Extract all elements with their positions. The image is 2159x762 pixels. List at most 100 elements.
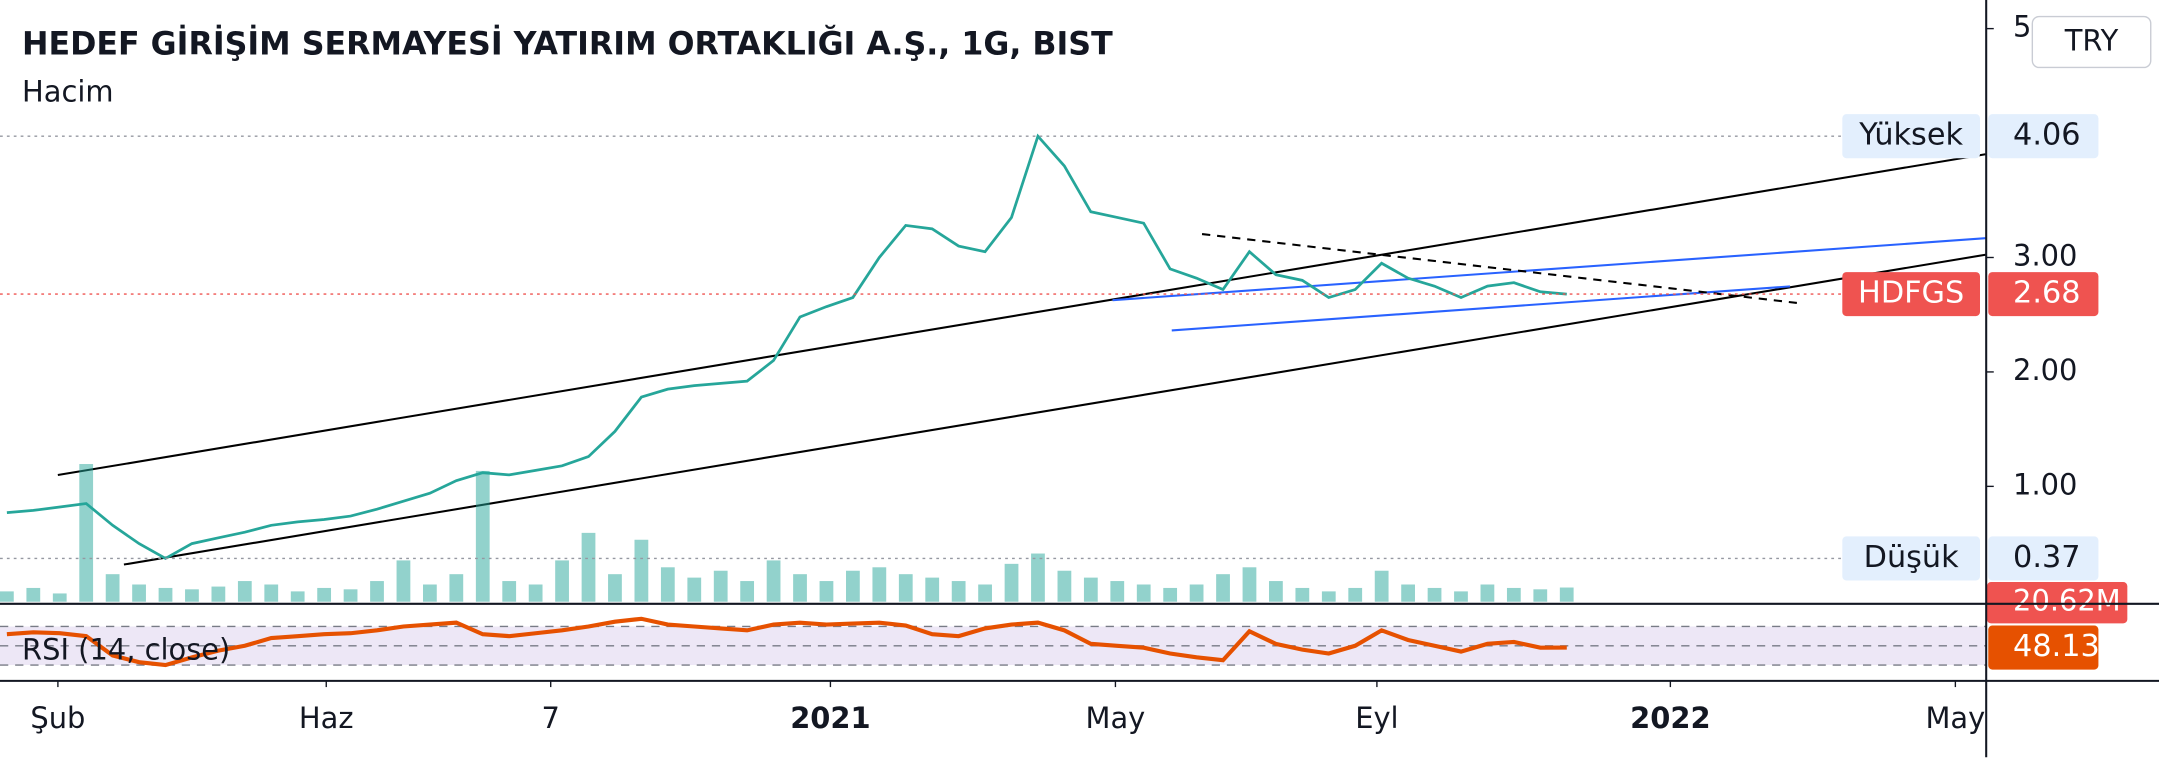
volume-bar [766, 560, 781, 602]
volume-bar [687, 577, 702, 602]
volume-bar [793, 574, 807, 602]
plot-area [0, 133, 1574, 602]
level-value-bg [1988, 114, 2099, 159]
volume-bar [1242, 567, 1257, 602]
rsi-value-bg [1988, 625, 2099, 670]
price-line [6, 133, 1567, 561]
x-tick-label: Haz [299, 701, 354, 735]
volume-bar [158, 587, 173, 602]
volume-bar [528, 584, 543, 602]
volume-bar [1269, 581, 1283, 602]
volume-bar [1216, 574, 1230, 602]
trend-line [1171, 285, 1791, 332]
currency[interactable]: TRY [2064, 24, 2119, 58]
x-tick-label: 2021 [790, 701, 870, 735]
volume-bar [211, 586, 226, 602]
y-tick-label: 3.00 [2013, 238, 2077, 272]
volume-bar [1321, 591, 1336, 602]
volume-bar [475, 470, 490, 602]
volume-bar [52, 593, 67, 602]
volume-bar [1427, 587, 1442, 602]
volume-bar [132, 584, 146, 602]
trend-line [123, 253, 1986, 566]
volume-label: Hacim [22, 75, 114, 109]
volume-bar [502, 581, 517, 602]
volume-bar [1374, 570, 1389, 602]
level-value: 2.68 [2013, 276, 2080, 311]
level-label-bg [1842, 272, 1981, 317]
trend-line [1112, 237, 1986, 302]
level-value: 4.06 [2013, 118, 2080, 153]
currency-button[interactable] [2031, 15, 2152, 69]
y-tick-label: 2.00 [2013, 353, 2077, 387]
volume-bar [978, 584, 992, 602]
volume-bar [79, 464, 94, 602]
volume-bar [264, 584, 279, 602]
volume-bar [1189, 584, 1204, 602]
volume-bar [1057, 570, 1072, 602]
volume-tag-bg [1986, 582, 2128, 624]
level-label: Yüksek [1858, 118, 1963, 153]
volume-bar [396, 560, 411, 602]
volume-bar [1136, 584, 1151, 602]
volume-bar [423, 584, 437, 602]
level-label-bg [1842, 114, 1981, 159]
volume-bar [1004, 563, 1019, 602]
rsi-label: RSI (14, close) [22, 632, 230, 666]
volume-bar [237, 581, 252, 602]
level-value-bg [1988, 272, 2099, 317]
volume-bar [185, 589, 199, 602]
volume-bar [1295, 587, 1310, 602]
y-tick-label: 1.00 [2013, 467, 2077, 501]
volume-bar [1480, 584, 1495, 602]
volume-bar [819, 581, 834, 602]
volume-bar [872, 567, 887, 602]
chart-layer: 1.00 2.00 3.00 5 20.62M Yüksek 4.06 Düşük 0.37 HD… [0, 10, 2128, 735]
x-tick-label: 7 [542, 701, 560, 735]
x-tick-label: 2022 [1630, 701, 1710, 735]
volume-bar [660, 567, 675, 602]
trend-line [57, 153, 1986, 477]
x-tick-label: May [1925, 701, 1985, 735]
volume-bar [1454, 591, 1468, 602]
volume-bar [105, 574, 120, 602]
volume-bar [846, 570, 860, 602]
level-label: HDFGS [1858, 276, 1964, 311]
level-label: Düşük [1864, 540, 1959, 575]
volume-bar [1083, 577, 1098, 602]
x-tick-label: Şub [30, 701, 85, 735]
volume-bar [1031, 553, 1045, 602]
volume-bar [1401, 584, 1415, 602]
volume-bar [290, 591, 305, 602]
volume-bar [898, 574, 913, 602]
volume-bar [740, 581, 755, 602]
volume-tag: 20.62M [2013, 584, 2121, 618]
volume-bar [1533, 589, 1548, 602]
x-tick-label: May [1086, 701, 1146, 735]
level-label-bg [1842, 536, 1981, 581]
volume-bar [0, 591, 14, 602]
volume-bar [1110, 581, 1125, 602]
volume-bar [1506, 587, 1521, 602]
y-tick-label: 5 [2013, 10, 2031, 44]
volume-bar [555, 560, 569, 602]
volume-bar [1559, 587, 1574, 602]
level-value-bg [1988, 536, 2099, 581]
chart-title: HEDEF GİRİŞİM SERMAYESİ YATIRIM ORTAKLIĞ… [22, 23, 1113, 62]
drawings [57, 153, 1986, 566]
volume-bar [925, 577, 940, 602]
volume-bar [581, 532, 596, 602]
volume-bar [634, 539, 649, 602]
volume-bar [1163, 587, 1178, 602]
volume-bar [449, 574, 464, 602]
rsi-line [6, 616, 1567, 668]
rsi-value: 48.13 [2013, 629, 2100, 664]
volume-bar [951, 581, 966, 602]
volume-bar [370, 581, 384, 602]
volume-bar [713, 570, 728, 602]
volume-bar [343, 589, 358, 602]
level-value: 0.37 [2013, 540, 2080, 575]
volume-bar [26, 587, 41, 602]
volume-bar [317, 587, 332, 602]
